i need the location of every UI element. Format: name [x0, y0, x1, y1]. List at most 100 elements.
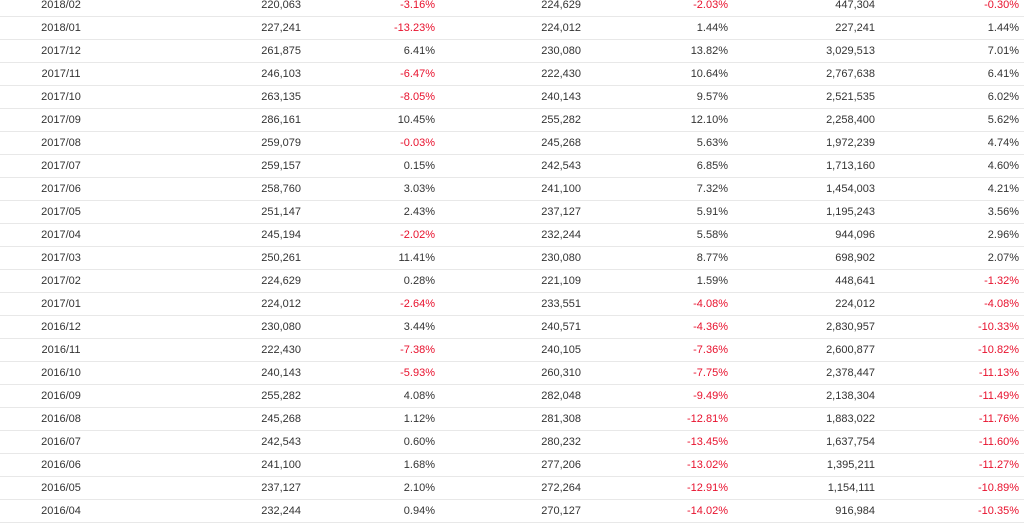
compare-value-cell: 224,629 — [541, 0, 581, 11]
month-cell: 2017/12 — [41, 45, 81, 57]
compare-value-cell: 237,127 — [541, 206, 581, 218]
value-cell: 222,430 — [261, 344, 301, 356]
value-cell: 259,079 — [261, 137, 301, 149]
table-row: 2017/03 250,261 11.41% 230,080 8.77% 698,902 2… — [0, 247, 1024, 270]
compare-value-cell: 240,571 — [541, 321, 581, 333]
change-cell: -2.02% — [400, 229, 435, 241]
cumulative-change-cell: 4.74% — [987, 137, 1019, 149]
value-cell: 250,261 — [261, 252, 301, 264]
cumulative-cell: 448,641 — [835, 275, 875, 287]
cumulative-cell: 1,154,111 — [827, 482, 875, 494]
cumulative-cell: 1,454,003 — [826, 183, 875, 195]
cumulative-cell: 2,521,535 — [826, 91, 875, 103]
cumulative-change-cell: 2.96% — [987, 229, 1019, 241]
value-cell: 230,080 — [261, 321, 301, 333]
compare-change-cell: -4.36% — [693, 321, 728, 333]
change-cell: -6.47% — [400, 68, 435, 80]
cumulative-cell: 2,378,447 — [826, 367, 875, 379]
cumulative-change-cell: -4.08% — [984, 298, 1019, 310]
month-cell: 2017/05 — [41, 206, 81, 218]
value-cell: 241,100 — [261, 459, 301, 471]
change-cell: 1.12% — [403, 413, 435, 425]
cumulative-change-cell: 6.02% — [987, 91, 1019, 103]
cumulative-cell: 2,258,400 — [826, 114, 875, 126]
table-row: 2016/06 241,100 1.68% 277,206 -13.02% 1,395,2… — [0, 454, 1024, 477]
month-cell: 2018/01 — [41, 22, 81, 34]
compare-change-cell: 1.44% — [696, 22, 728, 34]
compare-value-cell: 245,268 — [541, 137, 581, 149]
compare-value-cell: 222,430 — [541, 68, 581, 80]
month-cell: 2016/10 — [41, 367, 81, 379]
compare-change-cell: -13.02% — [687, 459, 728, 471]
month-cell: 2017/01 — [41, 298, 81, 310]
cumulative-change-cell: -10.82% — [978, 344, 1019, 356]
cumulative-cell: 1,972,239 — [826, 137, 875, 149]
cumulative-cell: 698,902 — [835, 252, 875, 264]
table-row: 2018/02 220,063 -3.16% 224,629 -2.03% 447,304… — [0, 0, 1024, 17]
cumulative-change-cell: 4.60% — [987, 160, 1019, 172]
compare-value-cell: 272,264 — [541, 482, 581, 494]
compare-change-cell: -7.75% — [693, 367, 728, 379]
cumulative-change-cell: -10.33% — [978, 321, 1019, 333]
compare-change-cell: -2.03% — [693, 0, 728, 11]
value-cell: 245,194 — [261, 229, 301, 241]
change-cell: 3.03% — [403, 183, 435, 195]
cumulative-change-cell: -11.13% — [978, 367, 1019, 379]
cumulative-change-cell: -11.49% — [978, 390, 1019, 402]
change-cell: 1.68% — [403, 459, 435, 471]
month-cell: 2017/07 — [41, 160, 81, 172]
value-cell: 237,127 — [261, 482, 301, 494]
compare-value-cell: 282,048 — [541, 390, 581, 402]
table-row: 2016/05 237,127 2.10% 272,264 -12.91% 1,154,1… — [0, 477, 1024, 500]
compare-change-cell: 7.32% — [696, 183, 728, 195]
table-row: 2017/07 259,157 0.15% 242,543 6.85% 1,713,160… — [0, 155, 1024, 178]
value-cell: 246,103 — [261, 68, 301, 80]
table-row: 2016/09 255,282 4.08% 282,048 -9.49% 2,138,30… — [0, 385, 1024, 408]
compare-change-cell: 5.63% — [696, 137, 728, 149]
cumulative-cell: 227,241 — [835, 22, 875, 34]
value-cell: 251,147 — [261, 206, 301, 218]
cumulative-cell: 2,767,638 — [826, 68, 875, 80]
compare-value-cell: 242,543 — [541, 160, 581, 172]
change-cell: 2.43% — [403, 206, 435, 218]
cumulative-cell: 1,395,211 — [826, 459, 875, 471]
cumulative-cell: 2,138,304 — [826, 390, 875, 402]
change-cell: -13.23% — [394, 22, 435, 34]
table-row: 2016/12 230,080 3.44% 240,571 -4.36% 2,830,95… — [0, 316, 1024, 339]
table-row: 2017/05 251,147 2.43% 237,127 5.91% 1,195,243… — [0, 201, 1024, 224]
change-cell: 0.60% — [403, 436, 435, 448]
table-row: 2017/02 224,629 0.28% 221,109 1.59% 448,641 -1… — [0, 270, 1024, 293]
change-cell: -7.38% — [400, 344, 435, 356]
cumulative-cell: 1,713,160 — [826, 160, 875, 172]
value-cell: 240,143 — [261, 367, 301, 379]
month-cell: 2017/10 — [41, 91, 81, 103]
compare-value-cell: 221,109 — [541, 275, 581, 287]
month-cell: 2018/02 — [41, 0, 81, 11]
table-row: 2017/09 286,161 10.45% 255,282 12.10% 2,258,4… — [0, 109, 1024, 132]
table-row: 2017/12 261,875 6.41% 230,080 13.82% 3,029,51… — [0, 40, 1024, 63]
change-cell: 2.10% — [403, 482, 435, 494]
table-row: 2016/11 222,430 -7.38% 240,105 -7.36% 2,600,8… — [0, 339, 1024, 362]
value-cell: 242,543 — [261, 436, 301, 448]
change-cell: -2.64% — [400, 298, 435, 310]
cumulative-change-cell: 7.01% — [987, 45, 1019, 57]
month-cell: 2016/04 — [41, 505, 81, 517]
cumulative-change-cell: -11.27% — [978, 459, 1019, 471]
month-cell: 2017/09 — [41, 114, 81, 126]
compare-value-cell: 233,551 — [541, 298, 581, 310]
cumulative-change-cell: -11.76% — [978, 413, 1019, 425]
cumulative-cell: 916,984 — [835, 505, 875, 517]
cumulative-cell: 3,029,513 — [826, 45, 875, 57]
month-cell: 2017/03 — [41, 252, 81, 264]
value-cell: 227,241 — [261, 22, 301, 34]
compare-value-cell: 240,143 — [541, 91, 581, 103]
cumulative-change-cell: 4.21% — [987, 183, 1019, 195]
cumulative-change-cell: -1.32% — [984, 275, 1019, 287]
compare-change-cell: -14.02% — [687, 505, 728, 517]
value-cell: 263,135 — [261, 91, 301, 103]
compare-value-cell: 230,080 — [541, 252, 581, 264]
month-cell: 2017/08 — [41, 137, 81, 149]
cumulative-change-cell: -10.35% — [978, 505, 1019, 517]
month-cell: 2017/06 — [41, 183, 81, 195]
compare-change-cell: 5.91% — [696, 206, 728, 218]
